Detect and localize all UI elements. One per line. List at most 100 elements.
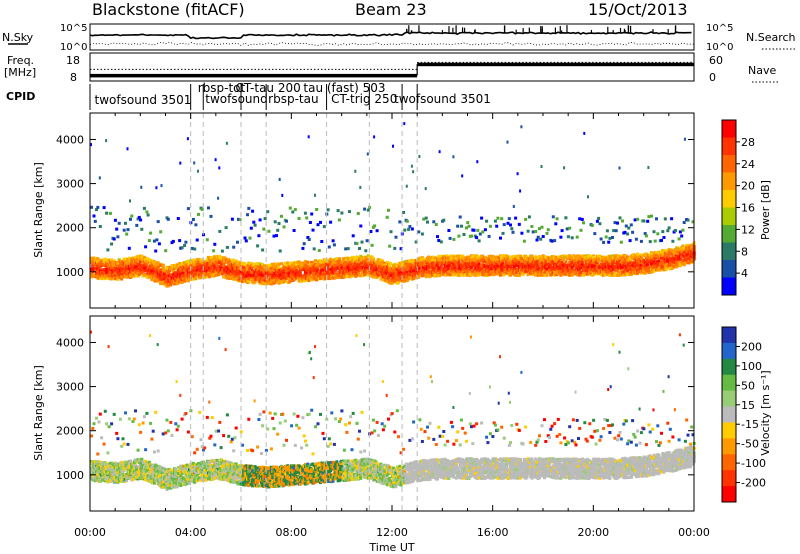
echo-cell: [530, 225, 534, 228]
echo-cell: [191, 270, 195, 273]
echo-cell: [389, 230, 393, 234]
echo-cell: [228, 260, 232, 264]
echo-cell: [448, 236, 452, 240]
echo-cell: [346, 247, 350, 251]
echo-cell: [319, 277, 322, 280]
echo-cell: [295, 269, 299, 272]
noise-top-right: 10^5: [706, 23, 733, 34]
echo-cell: [392, 144, 394, 148]
echo-cell: [232, 245, 236, 249]
echo-cell: [137, 271, 141, 275]
echo-cell: [184, 270, 188, 274]
echo-cell: [176, 278, 180, 282]
echo-cell: [548, 268, 551, 272]
nave-label: Nave: [748, 64, 776, 77]
echo-cell: [326, 265, 330, 269]
nsearch-trace: [89, 41, 695, 46]
echo-cell: [249, 267, 253, 271]
echo-cell: [227, 258, 231, 262]
echo-cell: [164, 249, 168, 253]
echo-cell: [124, 262, 127, 265]
echo-cell: [227, 271, 231, 275]
echo-cell: [285, 273, 288, 277]
echo-cell: [259, 270, 263, 274]
echo-cell: [457, 234, 461, 238]
echo-cell: [230, 269, 234, 273]
echo-cell: [348, 210, 351, 214]
echo-cell: [120, 263, 124, 267]
echo-cell: [214, 158, 217, 162]
echo-cell: [442, 218, 446, 222]
echo-cell: [213, 242, 217, 246]
echo-cell: [190, 247, 194, 250]
echo-cell: [266, 210, 270, 214]
echo-cell: [257, 265, 261, 269]
echo-cell: [379, 265, 383, 269]
nsearch-label: N.Search: [746, 31, 796, 44]
echo-cell: [365, 239, 369, 243]
echo-cell: [271, 262, 275, 266]
echo-cell: [173, 282, 176, 286]
echo-cell: [253, 223, 257, 227]
echo-cell: [560, 229, 564, 233]
echo-cell: [317, 249, 321, 252]
echo-cell: [145, 210, 149, 214]
echo-cell: [506, 140, 509, 144]
echo-cell: [509, 223, 512, 227]
echo-cell: [215, 265, 219, 269]
echo-cell: [276, 228, 280, 232]
echo-cell: [369, 230, 373, 233]
echo-cell: [185, 266, 189, 270]
echo-cell: [151, 265, 155, 268]
echo-cell: [262, 227, 266, 231]
echo-cell: [314, 193, 316, 197]
echo-cell: [511, 230, 515, 234]
echo-cell: [389, 262, 393, 266]
echo-cell: [247, 206, 251, 210]
echo-cell: [379, 275, 383, 279]
echo-cell: [387, 208, 390, 212]
echo-cell: [166, 217, 170, 221]
echo-cell: [200, 207, 204, 211]
echo-cell: [519, 189, 522, 193]
echo-cell: [337, 218, 341, 222]
echo-cell: [340, 211, 344, 215]
echo-cell: [98, 225, 102, 228]
echo-cell: [222, 262, 226, 266]
echo-cell: [311, 271, 315, 275]
echo-cell: [135, 223, 139, 227]
echo-cell: [283, 261, 287, 265]
echo-cell: [364, 249, 368, 253]
echo-cell: [516, 172, 519, 176]
echo-cell: [527, 215, 531, 219]
echo-cell: [296, 273, 300, 277]
echo-cell: [424, 216, 428, 220]
echo-cell: [178, 239, 182, 243]
echo-cell: [180, 246, 184, 250]
echo-cell: [359, 274, 363, 278]
echo-cell: [258, 273, 262, 277]
echo-cell: [179, 161, 182, 165]
echo-cell: [175, 263, 179, 267]
echo-cell: [345, 273, 349, 277]
echo-cell: [371, 258, 375, 262]
echo-cell: [254, 265, 258, 269]
echo-cell: [370, 267, 374, 270]
echo-cell: [500, 217, 504, 221]
echo-cell: [315, 278, 319, 282]
echo-cell: [117, 221, 121, 225]
cpid-label-text: CT-tau 200: [235, 81, 300, 95]
echo-cell: [280, 262, 283, 266]
echo-cell: [553, 239, 557, 243]
echo-cell: [541, 235, 545, 238]
echo-cell: [261, 274, 265, 277]
echo-cell: [393, 246, 397, 250]
echo-cell: [91, 264, 95, 268]
echo-cell: [545, 231, 549, 235]
echo-cell: [535, 238, 539, 242]
echo-cell: [354, 169, 357, 173]
echo-cell: [286, 261, 290, 265]
cpid-label-text: twofsound 3501: [95, 93, 192, 107]
